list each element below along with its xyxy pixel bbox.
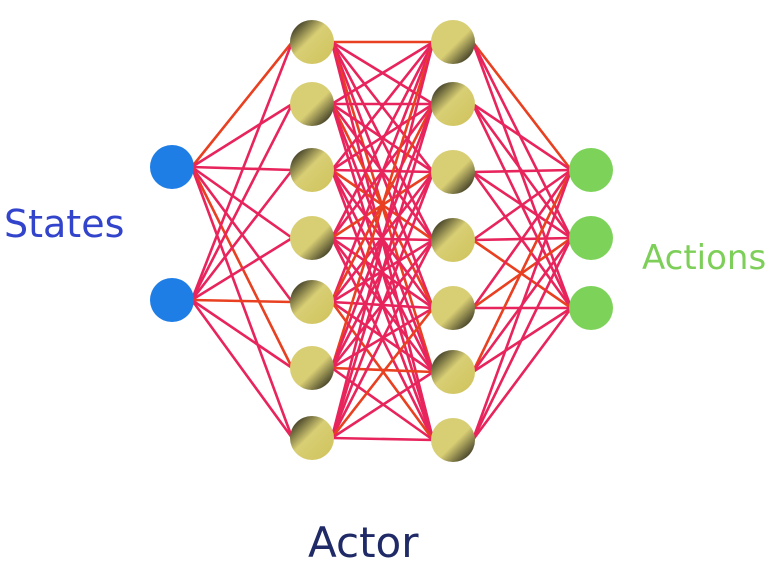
connection-edge: [330, 40, 435, 172]
connection-edge: [471, 168, 573, 174]
connection-edge: [190, 40, 294, 302]
connection-edge: [330, 370, 435, 440]
hidden-1-node: [290, 20, 334, 64]
connection-edge: [190, 298, 294, 370]
connection-edge: [330, 436, 435, 442]
hidden-1-node: [290, 280, 334, 324]
output-node: [569, 286, 613, 330]
hidden-1-node: [290, 216, 334, 260]
connection-edge: [190, 102, 294, 302]
connection-edge: [471, 102, 573, 172]
hidden-2-node: [431, 418, 475, 462]
output-node: [569, 216, 613, 260]
connection-edge: [190, 236, 294, 302]
connection-edge: [471, 40, 573, 310]
connection-edge: [330, 40, 435, 106]
connection-edge: [330, 40, 435, 304]
hidden-1-node: [290, 148, 334, 192]
hidden-1-node: [290, 82, 334, 126]
connection-edge: [330, 102, 435, 172]
connection-edge: [190, 102, 294, 169]
connection-edge: [330, 40, 435, 370]
actor-label: Actor: [308, 518, 419, 567]
connection-edge: [471, 236, 573, 442]
connection-edge: [190, 40, 294, 169]
connection-edge: [190, 298, 294, 304]
hidden-2-node: [431, 20, 475, 64]
connection-edge: [190, 298, 294, 440]
output-node: [569, 148, 613, 192]
connection-edge: [471, 168, 573, 242]
hidden-2-node: [431, 350, 475, 394]
hidden-2-node: [431, 82, 475, 126]
connection-edge: [471, 168, 573, 310]
states-label: States: [4, 202, 125, 246]
connection-edge: [471, 168, 573, 374]
connections: [190, 40, 573, 442]
connection-edge: [330, 170, 435, 440]
hidden-2-node: [431, 218, 475, 262]
hidden-2-node: [431, 286, 475, 330]
connection-edge: [471, 306, 573, 442]
connection-edge: [190, 165, 294, 440]
connection-edge: [330, 306, 435, 440]
hidden-1-node: [290, 416, 334, 460]
connection-edge: [190, 168, 294, 302]
connection-edge: [471, 168, 573, 442]
input-node: [150, 145, 194, 189]
hidden-1-node: [290, 346, 334, 390]
connection-edge: [471, 40, 573, 172]
connection-edge: [330, 40, 435, 240]
input-node: [150, 278, 194, 322]
hidden-2-node: [431, 150, 475, 194]
connection-edge: [330, 102, 435, 440]
actions-label: Actions: [642, 238, 767, 278]
connection-edge: [330, 238, 435, 440]
connection-edge: [330, 40, 435, 440]
neurons: [150, 20, 613, 462]
